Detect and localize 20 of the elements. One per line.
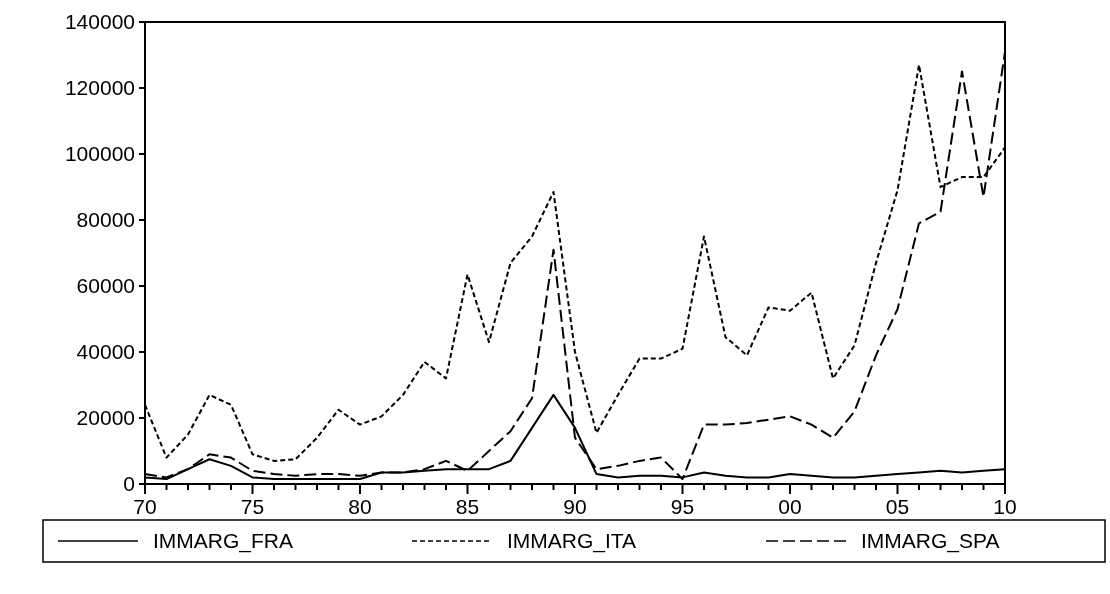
x-tick-label: 90 <box>563 495 587 518</box>
legend-label: IMMARG_FRA <box>153 529 294 554</box>
x-tick-label: 85 <box>455 495 480 518</box>
x-tick-label: 10 <box>993 495 1017 518</box>
x-tick-label: 05 <box>885 495 910 518</box>
y-tick-label: 140000 <box>64 10 135 34</box>
x-tick-label: 70 <box>133 495 157 518</box>
y-tick-label: 0 <box>123 472 135 496</box>
legend-label: IMMARG_ITA <box>507 529 637 554</box>
y-tick-label: 20000 <box>76 406 135 430</box>
y-tick-label: 80000 <box>76 208 135 232</box>
x-tick-label: 75 <box>240 495 265 518</box>
y-tick-label: 40000 <box>76 340 135 364</box>
y-tick-label: 100000 <box>64 142 135 166</box>
y-tick-label: 60000 <box>76 274 135 298</box>
x-tick-label: 95 <box>670 495 695 518</box>
x-tick-label: 00 <box>778 495 802 518</box>
x-tick-label: 80 <box>348 495 372 518</box>
legend-label: IMMARG_SPA <box>861 529 1000 554</box>
y-tick-label: 120000 <box>64 76 135 100</box>
